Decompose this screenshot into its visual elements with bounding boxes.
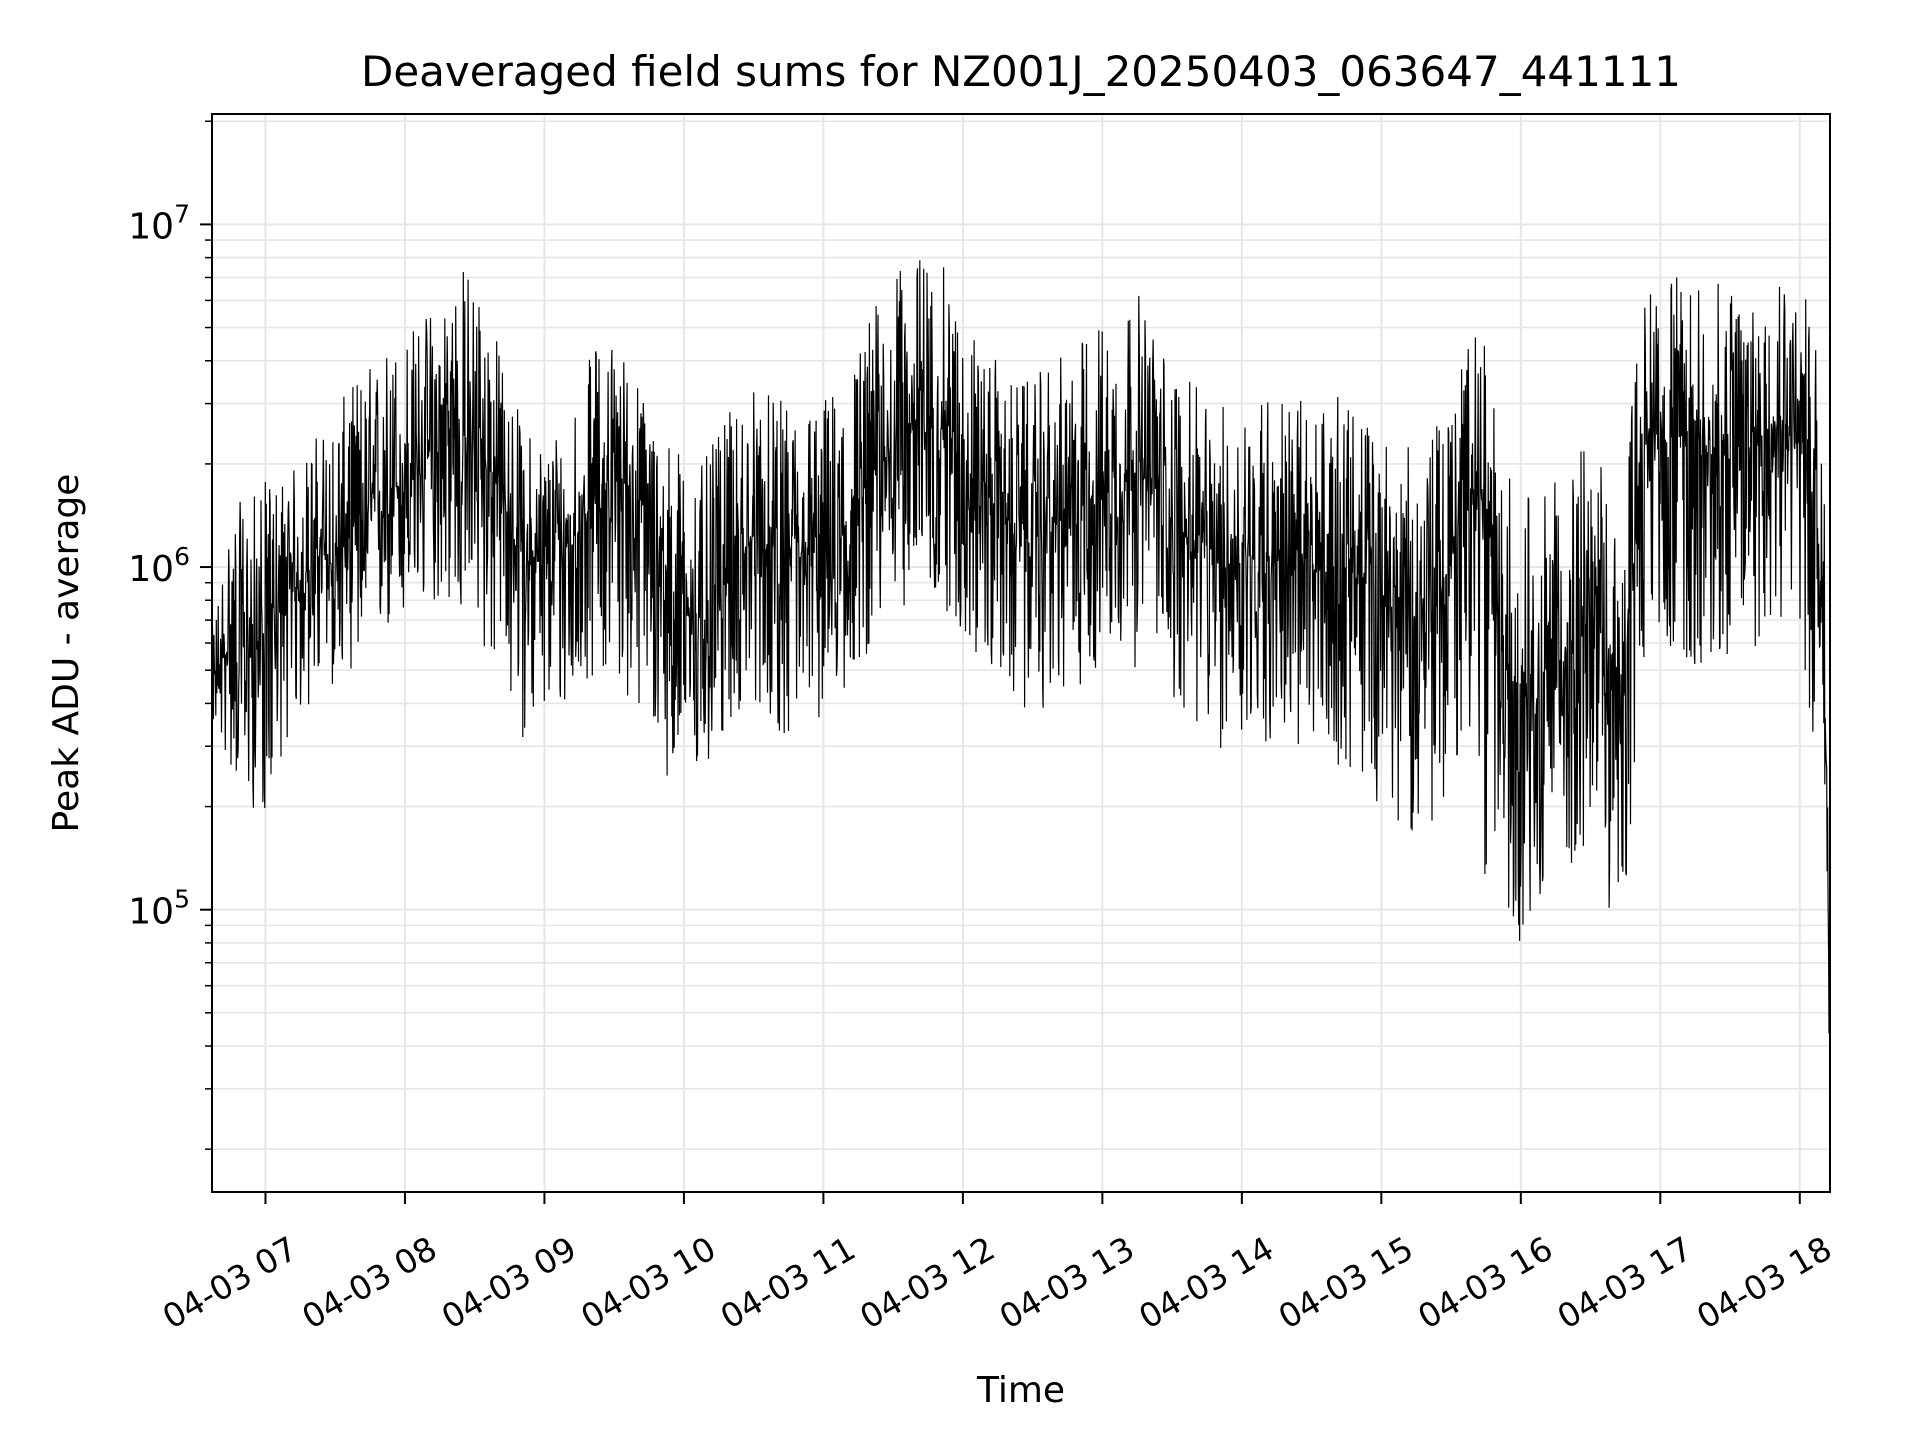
y-tick-label: 107: [128, 199, 190, 247]
y-tick-base: 10: [128, 892, 174, 933]
chart-title: Deaveraged field sums for NZ001J_2025040…: [361, 47, 1681, 96]
x-axis-label: Time: [976, 1370, 1065, 1411]
y-tick-exponent: 6: [174, 542, 190, 571]
data-series: [211, 260, 1831, 1034]
y-tick-base: 10: [128, 549, 174, 590]
y-tick-label: 106: [128, 542, 190, 590]
y-tick-label: 105: [128, 885, 190, 933]
y-tick-exponent: 5: [174, 885, 190, 914]
plot-frame: [211, 113, 1831, 1193]
y-axis-label: Peak ADU - average: [46, 474, 87, 833]
y-tick-base: 10: [128, 206, 174, 247]
series-line: [211, 260, 1831, 1034]
y-tick-exponent: 7: [174, 199, 190, 228]
